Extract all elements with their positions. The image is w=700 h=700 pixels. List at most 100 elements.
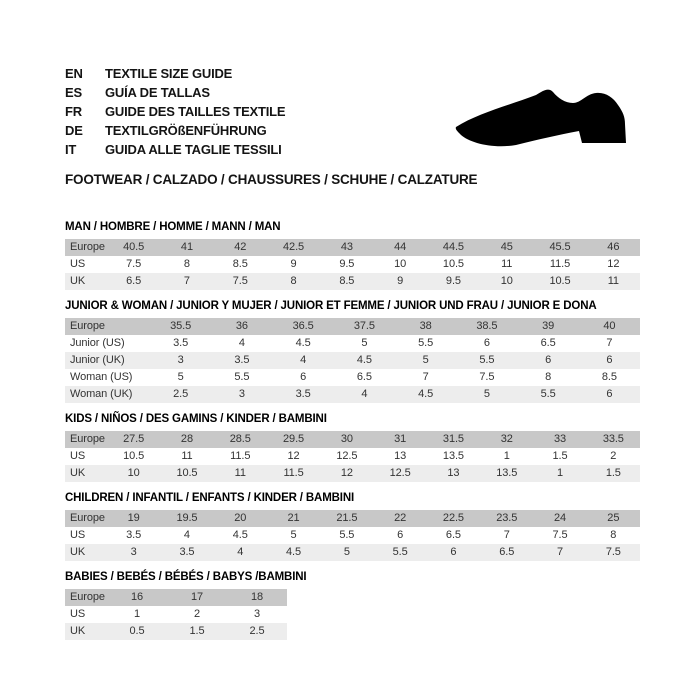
size-value: 5 [343, 546, 350, 558]
size-row-woman-us: Woman (US) 5 5.5 6 6.5 7 7.5 8 8.5 [65, 369, 640, 386]
size-value: 5.5 [339, 529, 355, 541]
size-value: 13.5 [496, 467, 518, 479]
size-value: 13 [394, 450, 407, 462]
size-row-europe: Europe 35.5 36 36.5 37.5 38 38.5 39 40 [65, 318, 640, 335]
size-value: 6 [545, 354, 552, 366]
size-value: 20 [234, 512, 247, 524]
size-value: 22 [394, 512, 407, 524]
size-value: 16 [130, 591, 144, 603]
size-value: 7.5 [479, 371, 495, 383]
size-value: 10.5 [442, 258, 464, 270]
language-code: IT [65, 142, 77, 157]
size-value: 1 [133, 608, 141, 620]
row-label: Woman (UK) [70, 388, 133, 400]
size-row-europe: Europe 40.5 41 42 42.5 43 44 44.5 45 45.5 46 [65, 239, 640, 256]
size-value: 30 [340, 433, 353, 445]
size-value: 3 [130, 546, 137, 558]
size-value: 6.5 [540, 337, 556, 349]
size-value: 45 [500, 241, 513, 253]
size-value: 42.5 [283, 241, 305, 253]
size-value: 6 [300, 371, 307, 383]
size-value: 2.5 [173, 388, 189, 400]
size-value: 42 [234, 241, 247, 253]
size-value: 1.5 [552, 450, 568, 462]
row-label: Europe [70, 591, 105, 603]
size-value: 7 [606, 337, 613, 349]
size-value: 8.5 [339, 275, 355, 287]
size-value: 11 [181, 450, 193, 462]
language-label: GUIDE DES TAILLES TEXTILE [105, 104, 286, 119]
size-value: 21 [287, 512, 300, 524]
language-label: GUÍA DE TALLAS [105, 85, 210, 100]
size-value: 4 [300, 354, 307, 366]
header-block: EN TEXTILE SIZE GUIDE ES GUÍA DE TALLAS … [65, 63, 640, 167]
size-value: 6 [606, 388, 613, 400]
size-value: 7 [183, 275, 190, 287]
row-label: Junior (US) [70, 337, 125, 349]
size-value: 11 [234, 467, 246, 479]
size-value: 6 [397, 529, 404, 541]
shoe-icon [448, 67, 638, 167]
size-value: 27.5 [123, 433, 145, 445]
size-value: 11 [501, 258, 513, 270]
size-value: 32 [500, 433, 513, 445]
size-value: 10.5 [123, 450, 145, 462]
language-row-de: DE TEXTILGRÖßENFÜHRUNG [65, 121, 285, 140]
size-value: 8 [610, 529, 617, 541]
size-value: 2 [193, 608, 201, 620]
size-table-section: CHILDREN / INFANTIL / ENFANTS / KINDER /… [65, 492, 640, 561]
size-value: 0.5 [129, 625, 145, 637]
row-label: US [70, 450, 86, 462]
size-row-us: US 3.5 4 4.5 5 5.5 6 6.5 7 7.5 8 [65, 527, 640, 544]
size-value: 3 [253, 608, 261, 620]
size-value: 5.5 [392, 546, 408, 558]
size-value: 8 [545, 371, 552, 383]
size-value: 45.5 [549, 241, 571, 253]
size-value: 5.5 [418, 337, 434, 349]
language-label: TEXTILE SIZE GUIDE [105, 66, 233, 81]
size-table-section: BABIES / BEBÉS / BÉBÉS / BABYS /BAMBINI E… [65, 571, 640, 640]
language-row-it: IT GUIDA ALLE TAGLIE TESSILI [65, 140, 285, 159]
row-label: UK [70, 546, 86, 558]
size-value: 4.5 [286, 546, 302, 558]
size-value: 6 [483, 337, 490, 349]
size-value: 36.5 [292, 320, 314, 332]
size-value: 11.5 [283, 467, 304, 479]
language-label: GUIDA ALLE TAGLIE TESSILI [105, 142, 282, 157]
language-code: DE [65, 123, 83, 138]
size-row-uk: UK 3 3.5 4 4.5 5 5.5 6 6.5 7 7.5 [65, 544, 640, 561]
size-row-europe: Europe 16 17 18 [65, 589, 287, 606]
category-title: FOOTWEAR / CALZADO / CHAUSSURES / SCHUHE… [65, 172, 478, 187]
size-table-title: JUNIOR & WOMAN / JUNIOR Y MUJER / JUNIOR… [65, 300, 597, 312]
size-value: 3.5 [295, 388, 311, 400]
size-value: 10 [127, 467, 140, 479]
size-value: 7.5 [605, 546, 621, 558]
size-value: 12 [340, 467, 353, 479]
size-row-us: US 1 2 3 [65, 606, 287, 623]
language-row-en: EN TEXTILE SIZE GUIDE [65, 64, 285, 83]
size-row-uk: UK 10 10.5 11 11.5 12 12.5 13 13.5 1 1.5 [65, 465, 640, 482]
size-value: 39 [542, 320, 555, 332]
size-value: 46 [607, 241, 620, 253]
size-value: 19.5 [176, 512, 198, 524]
size-value: 4.5 [418, 388, 434, 400]
size-table: Europe 16 17 18 US 1 2 3 UK 0.5 1.5 2.5 [65, 589, 287, 640]
size-value: 40.5 [123, 241, 145, 253]
size-value: 33.5 [602, 433, 624, 445]
size-value: 6.5 [126, 275, 142, 287]
size-value: 38.5 [476, 320, 498, 332]
size-value: 8.5 [232, 258, 248, 270]
size-table-title: CHILDREN / INFANTIL / ENFANTS / KINDER /… [65, 492, 355, 504]
size-value: 6.5 [445, 529, 461, 541]
size-value: 37.5 [353, 320, 375, 332]
size-value: 4.5 [295, 337, 311, 349]
size-value: 8 [183, 258, 190, 270]
row-label: Europe [70, 320, 105, 332]
size-value: 9 [397, 275, 404, 287]
row-label: Woman (US) [70, 371, 133, 383]
row-label: Europe [70, 241, 105, 253]
language-row-es: ES GUÍA DE TALLAS [65, 83, 285, 102]
size-table: Europe 27.5 28 28.5 29.5 30 31 31.5 32 33 33.5 US 10… [65, 431, 640, 482]
size-value: 3.5 [173, 337, 189, 349]
